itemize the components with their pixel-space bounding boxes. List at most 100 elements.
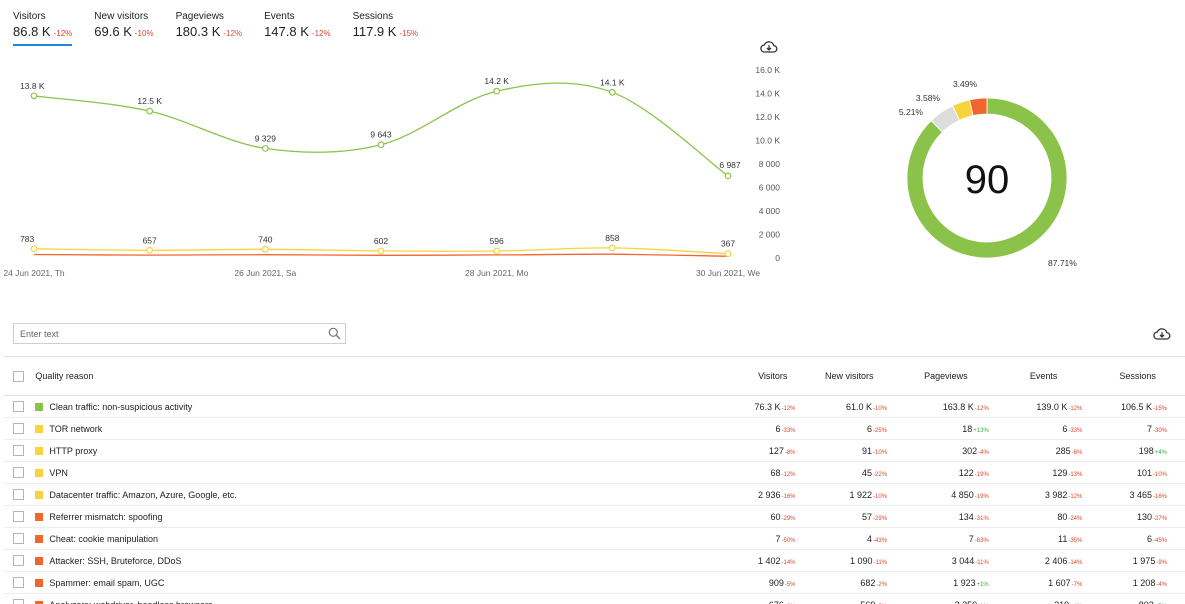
x-tick-label: 26 Jun 2021, Sa: [234, 268, 296, 278]
cell-pageviews: 134-31%: [895, 505, 997, 528]
data-point[interactable]: [724, 250, 732, 258]
data-point[interactable]: [493, 247, 501, 255]
select-all-checkbox[interactable]: [13, 370, 24, 382]
donut-center-value: 90: [965, 158, 1010, 202]
metric-change: -12%: [311, 29, 331, 38]
y-tick-label: 16.0 K: [755, 65, 780, 75]
tab-new-visitors[interactable]: New visitors 69.6 K -10%: [94, 11, 153, 46]
search-icon[interactable]: [328, 327, 341, 340]
table-row[interactable]: Analyzers: webdriver, headless browsers 6…: [4, 593, 1185, 604]
table-row[interactable]: Spammer: email spam, UGC 909-5% 682-2% 1 92…: [4, 571, 1185, 594]
cell-change: -45%: [1152, 537, 1167, 544]
cell-events: 219+4%: [996, 593, 1091, 604]
cell-new-visitors: 61.0 K-10%: [803, 395, 896, 418]
data-point[interactable]: [608, 88, 616, 96]
cell-value: 2 406: [1044, 555, 1068, 566]
data-point[interactable]: [493, 87, 501, 95]
data-point[interactable]: [724, 172, 732, 180]
table-row[interactable]: Referrer mismatch: spoofing 60-29% 57-29% 1…: [4, 505, 1185, 528]
table-row[interactable]: VPN 68-12% 45-22% 122-19% 129-13% 101-10%: [4, 461, 1185, 484]
cell-value: 134: [958, 511, 974, 522]
table-row[interactable]: Attacker: SSH, Bruteforce, DDoS 1 402-14%…: [4, 549, 1185, 572]
cell-change: -11%: [873, 559, 888, 566]
tab-pageviews[interactable]: Pageviews 180.3 K -12%: [176, 11, 243, 46]
tab-visitors[interactable]: Visitors 86.8 K -12%: [13, 11, 73, 46]
cell-change: +1%: [976, 581, 989, 588]
data-point[interactable]: [261, 245, 269, 253]
cell-events: 129-13%: [996, 461, 1091, 484]
cell-visitors: 676-2%: [711, 593, 804, 604]
cell-value: 1 090: [849, 555, 873, 566]
metric-change: -12%: [53, 29, 73, 38]
cell-change: -31%: [974, 515, 989, 522]
cell-change: -19%: [974, 471, 989, 478]
cell-pageviews: 122-19%: [895, 461, 997, 484]
header-sessions[interactable]: Sessions: [1090, 356, 1185, 396]
donut-chart: 87.71% 5.21% 3.58% 3.49% 90: [899, 79, 1077, 268]
x-tick-label: 30 Jun 2021, We: [696, 268, 760, 278]
table-row[interactable]: Datacenter traffic: Amazon, Azure, Googl…: [4, 483, 1185, 506]
cell-events: 3 982-12%: [996, 483, 1091, 506]
cell-value: 106.5 K: [1120, 401, 1152, 412]
cell-value: 6: [1062, 423, 1068, 434]
header-quality-reason[interactable]: Quality reason: [28, 356, 712, 396]
color-swatch: [35, 579, 44, 588]
cell-value: 4: [867, 533, 873, 544]
table-row[interactable]: HTTP proxy 127-8% 91-10% 302-4% 285-6% 198+4%: [4, 439, 1185, 462]
cloud-download-icon[interactable]: [1153, 327, 1171, 341]
cell-value: 219: [1054, 600, 1069, 604]
cell-value: 2 936: [757, 489, 781, 500]
row-checkbox[interactable]: [13, 577, 24, 589]
cell-change: -24%: [1068, 515, 1083, 522]
cell-change: -30%: [1152, 427, 1167, 434]
search-input[interactable]: [14, 324, 314, 344]
cloud-download-icon[interactable]: [760, 40, 778, 54]
cell-value: 1 607: [1048, 577, 1071, 588]
row-checkbox[interactable]: [13, 599, 24, 604]
data-point[interactable]: [608, 244, 616, 252]
donut-slice-label: 3.49%: [953, 79, 978, 89]
cell-sessions: 198+4%: [1090, 439, 1185, 462]
row-checkbox[interactable]: [13, 401, 24, 413]
cell-change: -12%: [1068, 405, 1083, 412]
cell-change: -10%: [873, 493, 888, 500]
y-tick-label: 8 000: [759, 159, 781, 169]
cell-change: -4%: [978, 449, 989, 456]
tab-sessions[interactable]: Sessions 117.9 K -15%: [353, 11, 419, 46]
row-checkbox[interactable]: [13, 555, 24, 567]
row-checkbox[interactable]: [13, 445, 24, 457]
header-pageviews[interactable]: Pageviews: [895, 356, 997, 396]
donut-slice[interactable]: [969, 97, 988, 117]
cell-change: -12%: [1068, 493, 1083, 500]
row-checkbox[interactable]: [13, 489, 24, 501]
table-row[interactable]: TOR network 6-33% 6-25% 18+13% 6-33% 7-30%: [4, 417, 1185, 440]
donut-slice[interactable]: [906, 97, 1068, 259]
data-point[interactable]: [146, 246, 154, 254]
data-point[interactable]: [377, 141, 385, 149]
cell-events: 80-24%: [996, 505, 1091, 528]
cell-change: -13%: [1068, 471, 1083, 478]
row-checkbox[interactable]: [13, 423, 24, 435]
cell-visitors: 68-12%: [711, 461, 804, 484]
data-point[interactable]: [30, 245, 38, 253]
cell-change: -12%: [974, 405, 989, 412]
data-point[interactable]: [30, 92, 38, 100]
data-point[interactable]: [146, 107, 154, 115]
row-checkbox[interactable]: [13, 511, 24, 523]
data-label: 14.2 K: [484, 76, 509, 86]
cell-value: 1 402: [757, 555, 781, 566]
data-point[interactable]: [261, 144, 269, 152]
cell-value: 130: [1136, 511, 1152, 522]
table-row[interactable]: Cheat: cookie manipulation 7-50% 4-43% 7-63…: [4, 527, 1185, 550]
header-new-visitors[interactable]: New visitors: [803, 356, 896, 396]
header-events[interactable]: Events: [996, 356, 1091, 396]
row-checkbox[interactable]: [13, 533, 24, 545]
header-visitors[interactable]: Visitors: [711, 356, 804, 396]
row-checkbox[interactable]: [13, 467, 24, 479]
cell-events: 285-6%: [996, 439, 1091, 462]
table-row[interactable]: Clean traffic: non-suspicious activity 76…: [4, 395, 1185, 418]
cell-new-visitors: 1 922-10%: [803, 483, 896, 506]
data-point[interactable]: [377, 247, 385, 255]
tab-events[interactable]: Events 147.8 K -12%: [264, 11, 331, 46]
metric-label: New visitors: [94, 11, 149, 22]
